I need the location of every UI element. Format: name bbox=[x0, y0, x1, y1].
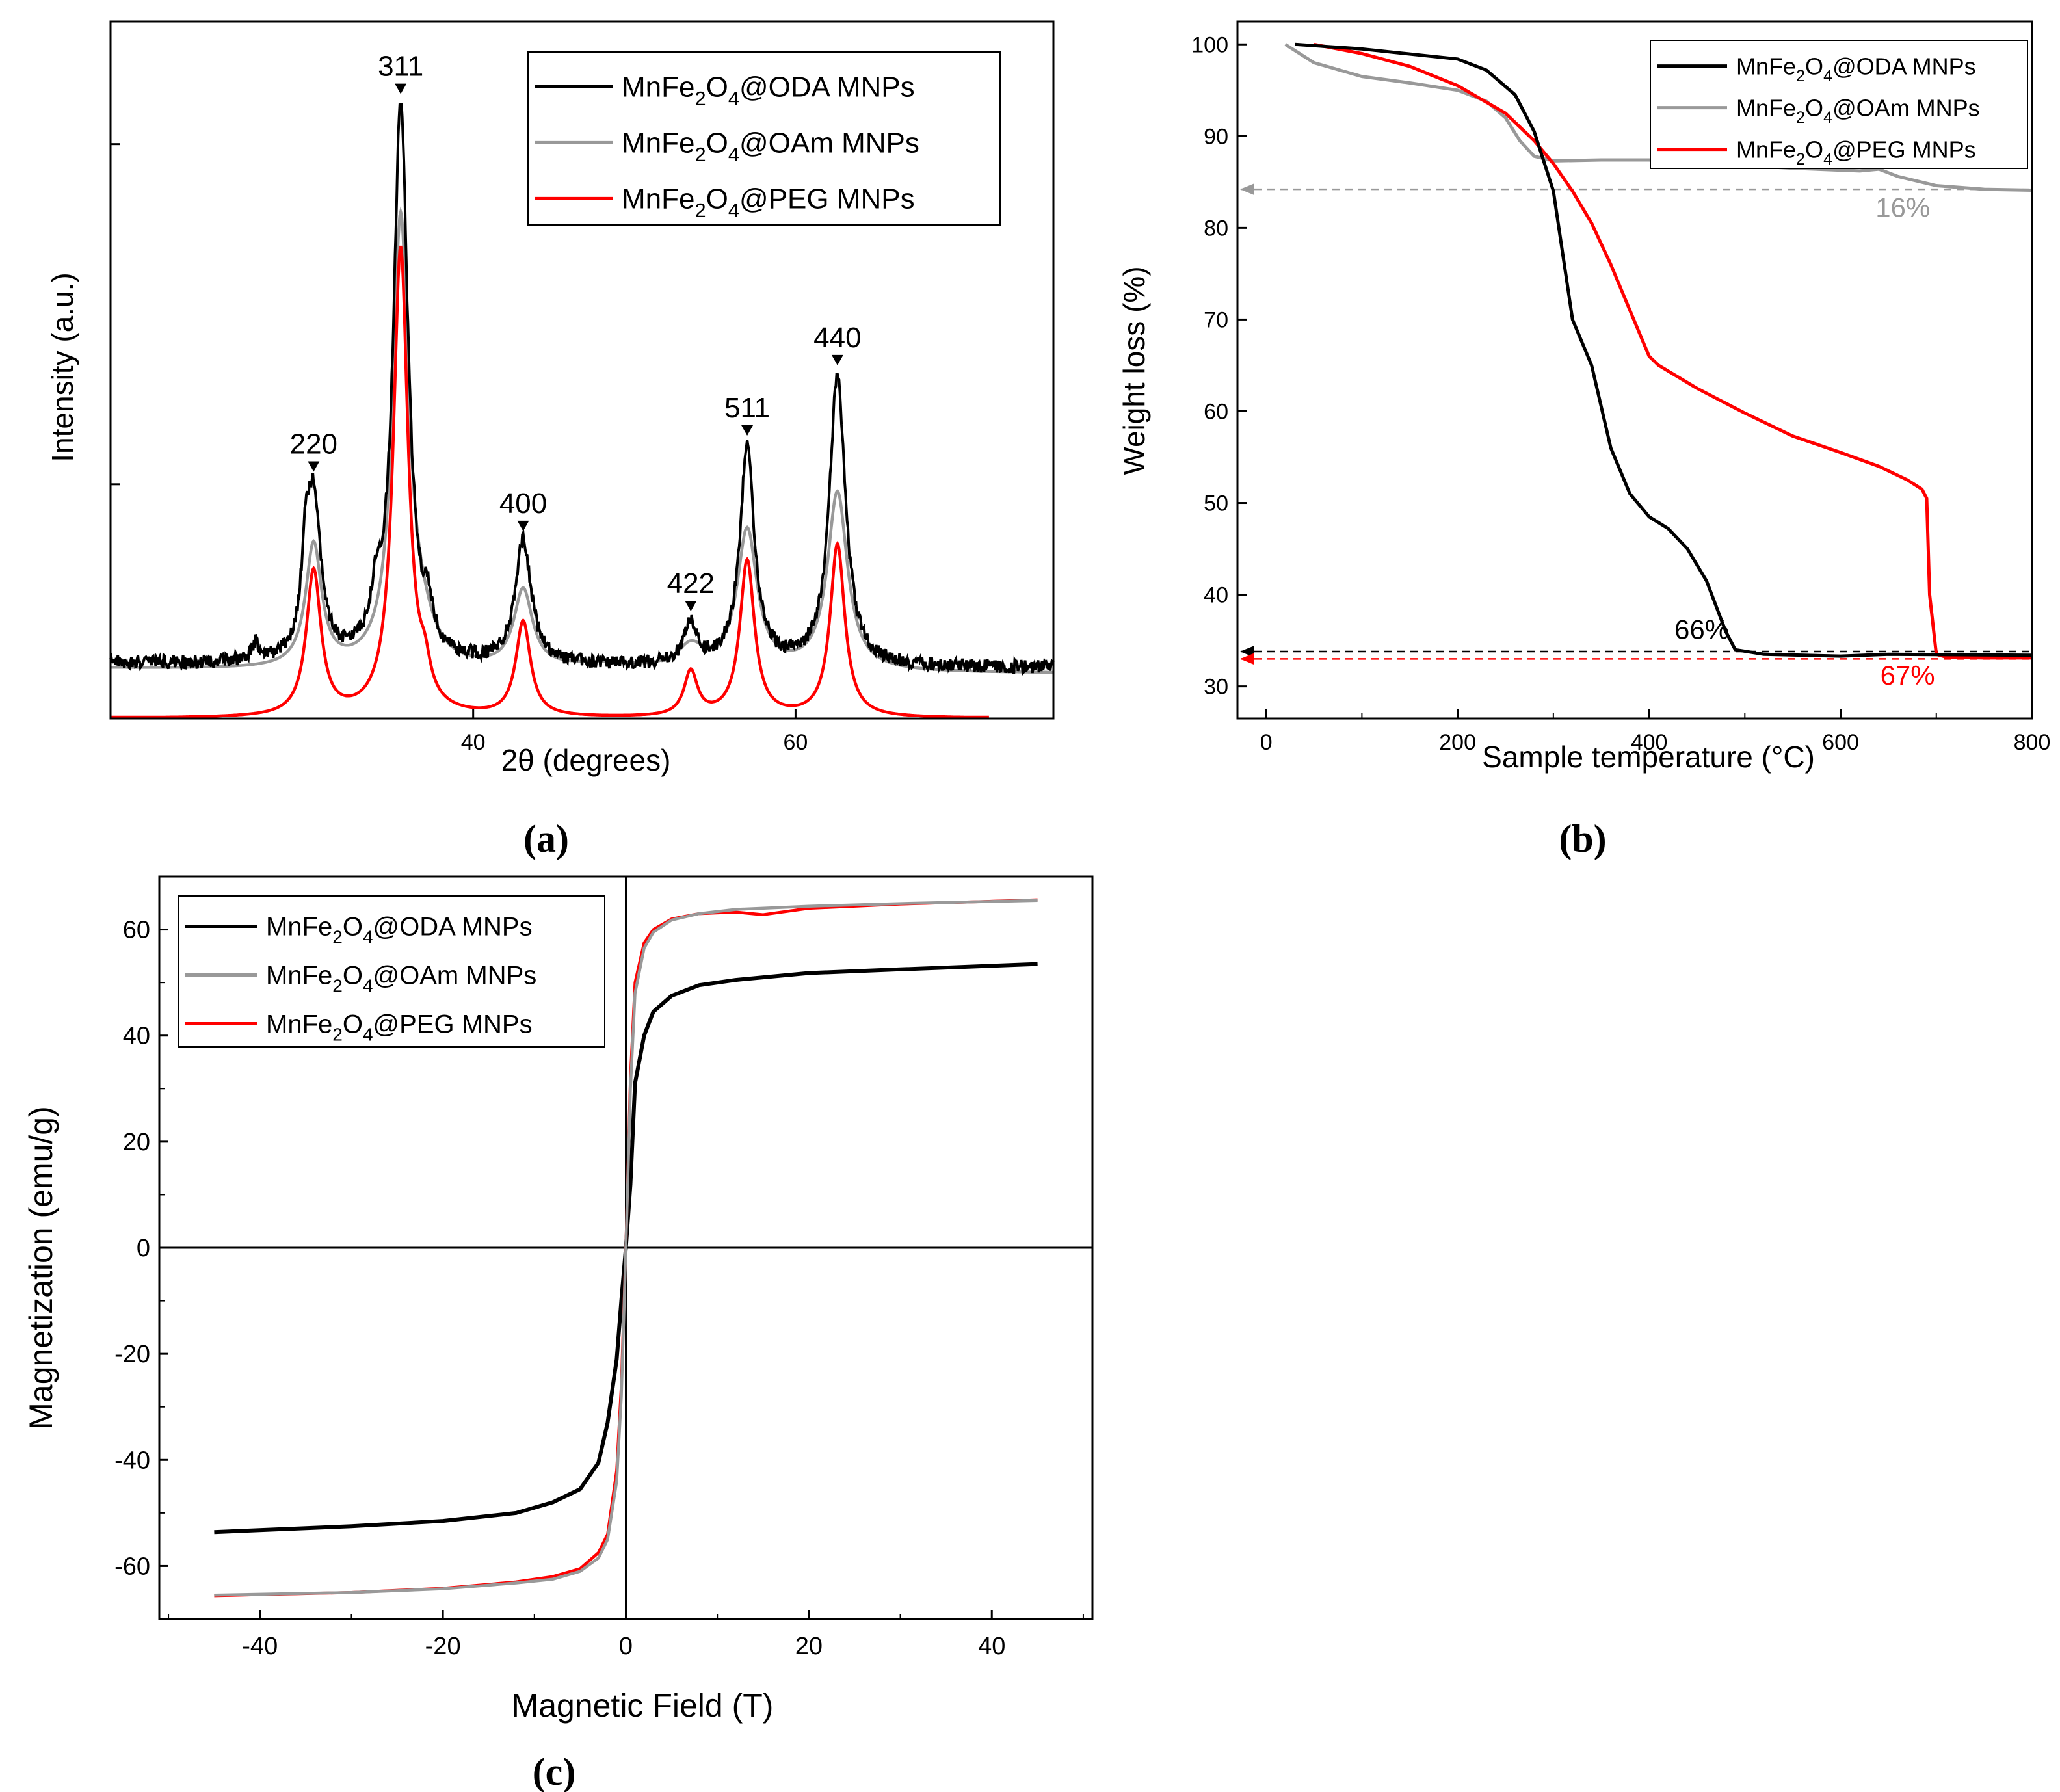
xrd-peak-marker bbox=[685, 601, 697, 612]
tga-reference-label-peg: 67% bbox=[1881, 660, 1935, 691]
legend-label-oda: MnFe2O4@ODA MNPs bbox=[266, 913, 533, 947]
tga-x-tick-label: 400 bbox=[1631, 730, 1668, 755]
xrd-x-axis-label: 2θ (degrees) bbox=[501, 743, 671, 777]
tga-x-tick-label: 0 bbox=[1260, 730, 1273, 755]
xrd-series-oda bbox=[109, 103, 1055, 676]
vsm-x-tick-label: 40 bbox=[978, 1633, 1005, 1660]
xrd-x-tick-label: 40 bbox=[461, 730, 486, 755]
xrd-peak-label: 422 bbox=[667, 568, 715, 600]
vsm-y-tick-label: 20 bbox=[123, 1129, 150, 1156]
plot-frame bbox=[109, 20, 1055, 720]
vsm-y-tick-label: 0 bbox=[137, 1235, 150, 1262]
xrd-series-oam bbox=[111, 206, 1054, 674]
xrd-peak-label: 511 bbox=[724, 392, 770, 424]
xrd-peak-marker bbox=[308, 461, 320, 472]
legend-box bbox=[1650, 40, 2028, 169]
panel-label-a: (a) bbox=[523, 817, 569, 860]
vsm-x-tick-label: 0 bbox=[619, 1633, 633, 1660]
xrd-plot-area: 40 60 220 311 400 422 511 440 MnFe2O4@ODA MNPs Mn… bbox=[109, 20, 1055, 755]
tga-series-oda bbox=[1295, 42, 2033, 658]
vsm-y-tick-label: -20 bbox=[114, 1341, 150, 1368]
xrd-peak-label: 440 bbox=[813, 322, 861, 354]
legend-box bbox=[178, 895, 605, 1048]
xrd-peak-marker bbox=[395, 83, 407, 94]
xrd-peak-marker bbox=[517, 520, 529, 531]
tga-x-tick-label: 800 bbox=[2014, 730, 2051, 755]
vsm-y-tick-label: -60 bbox=[114, 1553, 150, 1580]
xrd-x-tick-label: 60 bbox=[784, 730, 808, 755]
vsm-y-axis-label: Magnetization (emu/g) bbox=[23, 1106, 59, 1429]
xrd-peak-marker bbox=[741, 425, 754, 436]
tga-reference-arrow-peg bbox=[1240, 653, 1254, 665]
xrd-panel: 40 60 220 311 400 422 511 440 MnFe2O4@ODA MNPs Mn… bbox=[46, 20, 1055, 860]
legend-label-oam: MnFe2O4@OAm MNPs bbox=[622, 127, 919, 166]
legend-label-peg: MnFe2O4@PEG MNPs bbox=[1736, 136, 1976, 168]
tga-x-axis-label: Sample temperature (°C) bbox=[1482, 740, 1815, 774]
vsm-x-tick-label: 20 bbox=[795, 1633, 823, 1660]
tga-y-tick-label: 80 bbox=[1204, 216, 1228, 241]
vsm-y-tick-label: 40 bbox=[123, 1023, 150, 1050]
tga-series-peg bbox=[1314, 42, 2032, 660]
xrd-peak-label: 400 bbox=[499, 488, 547, 520]
legend-label-oda: MnFe2O4@ODA MNPs bbox=[1736, 53, 1976, 85]
tga-series-oam bbox=[1284, 43, 2033, 192]
vsm-panel: -40 -20 0 20 40 -60 -40 -20 0 20 40 60 MnFe2O4@ODA M… bbox=[23, 875, 1094, 1792]
tga-y-tick-label: 90 bbox=[1204, 124, 1228, 149]
tga-y-axis-label: Weight loss (%) bbox=[1117, 266, 1151, 475]
tga-y-tick-label: 100 bbox=[1191, 33, 1228, 57]
tga-x-tick-label: 600 bbox=[1822, 730, 1859, 755]
panel-label-c: (c) bbox=[533, 1750, 576, 1792]
tga-reference-arrow-oam bbox=[1240, 183, 1254, 196]
vsm-series-oam bbox=[214, 899, 1038, 1597]
legend-box bbox=[527, 51, 1001, 226]
xrd-series-peg bbox=[111, 245, 989, 719]
xrd-peak-label: 220 bbox=[290, 428, 337, 460]
tga-y-tick-label: 30 bbox=[1204, 675, 1228, 700]
tga-y-tick-label: 70 bbox=[1204, 308, 1228, 332]
legend-label-peg: MnFe2O4@PEG MNPs bbox=[622, 183, 915, 222]
xrd-y-axis-label: Intensity (a.u.) bbox=[46, 272, 79, 462]
legend-label-oam: MnFe2O4@OAm MNPs bbox=[266, 962, 536, 996]
tga-panel: 16%66%67%0 200 400 600 80030405060708090100M… bbox=[1117, 20, 2051, 860]
legend-label-peg: MnFe2O4@PEG MNPs bbox=[266, 1010, 533, 1045]
vsm-plot-area: -40 -20 0 20 40 -60 -40 -20 0 20 40 60 MnFe2O4@ODA M… bbox=[114, 875, 1094, 1660]
plot-frame bbox=[1236, 20, 2033, 720]
xrd-peak-marker bbox=[831, 354, 843, 365]
legend-label-oam: MnFe2O4@OAm MNPs bbox=[1736, 94, 1980, 127]
legend-label-oda: MnFe2O4@ODA MNPs bbox=[622, 72, 915, 110]
tga-y-tick-label: 40 bbox=[1204, 583, 1228, 608]
vsm-y-tick-label: -40 bbox=[114, 1447, 150, 1474]
vsm-x-axis-label: Magnetic Field (T) bbox=[512, 1687, 774, 1724]
tga-plot-area: 16%66%67%0 200 400 600 80030405060708090100M… bbox=[1191, 20, 2051, 755]
vsm-x-tick-label: -40 bbox=[242, 1633, 278, 1660]
tga-y-tick-label: 50 bbox=[1204, 492, 1228, 516]
panel-label-b: (b) bbox=[1559, 817, 1606, 860]
vsm-y-tick-label: 60 bbox=[123, 917, 150, 944]
xrd-peak-label: 311 bbox=[378, 51, 423, 83]
tga-reference-arrow-oda bbox=[1240, 646, 1254, 658]
vsm-x-tick-label: -20 bbox=[425, 1633, 461, 1660]
tga-x-tick-label: 200 bbox=[1439, 730, 1476, 755]
tga-y-tick-label: 60 bbox=[1204, 399, 1228, 424]
tga-reference-label-oam: 16% bbox=[1875, 192, 1930, 222]
